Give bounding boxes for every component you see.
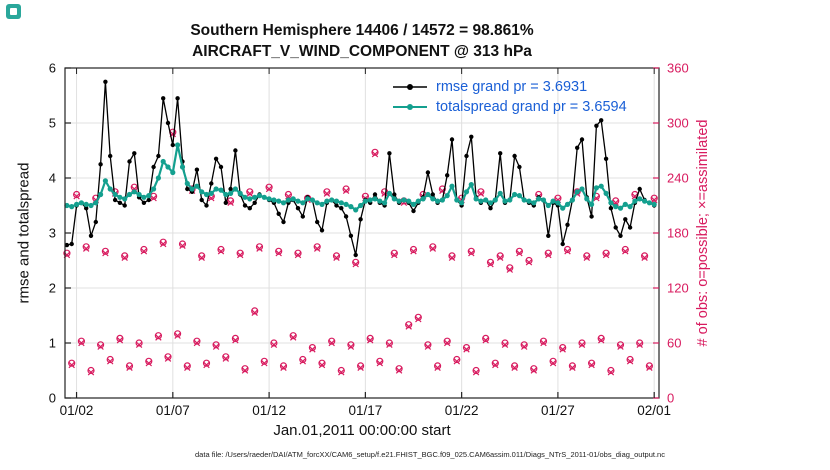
svg-text:01/27: 01/27 — [541, 403, 575, 418]
legend-label-rmse: rmse grand pr = 3.6931 — [436, 79, 588, 95]
legend-label-totalspread: totalspread grand pr = 3.6594 — [436, 99, 627, 115]
svg-text:02/01: 02/01 — [637, 403, 671, 418]
svg-text:240: 240 — [667, 171, 689, 186]
plot-title-line2: AIRCRAFT_V_WIND_COMPONENT @ 313 hPa — [192, 43, 532, 60]
obs-count-markers — [63, 128, 658, 376]
svg-text:01/07: 01/07 — [156, 403, 190, 418]
plot-title-line1: Southern Hemisphere 14406 / 14572 = 98.8… — [190, 22, 534, 39]
svg-text:180: 180 — [667, 226, 689, 241]
svg-text:01/12: 01/12 — [252, 403, 286, 418]
svg-text:0: 0 — [667, 391, 674, 406]
svg-text:2: 2 — [49, 281, 56, 296]
svg-text:360: 360 — [667, 61, 689, 76]
x-axis-label: Jan.01,2011 00:00:00 start — [273, 422, 451, 439]
svg-text:300: 300 — [667, 116, 689, 131]
svg-text:120: 120 — [667, 281, 689, 296]
data-file-caption: data file: /Users/raeder/DAI/ATM_forcXX/… — [195, 450, 665, 459]
svg-text:60: 60 — [667, 336, 681, 351]
y-axis-label-left: rmse and totalspread — [15, 162, 33, 304]
y-axis-label-right: # of obs: o=possible; ×=assimilated — [695, 119, 711, 347]
svg-text:01/17: 01/17 — [348, 403, 382, 418]
svg-text:5: 5 — [49, 116, 56, 131]
totalspread-line-sample — [393, 104, 427, 110]
totalspread-series — [64, 142, 657, 213]
rmse-line-sample — [393, 84, 427, 90]
svg-text:1: 1 — [49, 336, 56, 351]
svg-text:01/22: 01/22 — [445, 403, 479, 418]
svg-text:01/02: 01/02 — [60, 403, 94, 418]
svg-text:6: 6 — [49, 61, 56, 76]
app-icon — [6, 4, 21, 19]
svg-text:0: 0 — [49, 391, 56, 406]
legend-item-rmse: rmse grand pr = 3.6931 — [392, 79, 627, 95]
svg-text:4: 4 — [49, 171, 56, 186]
legend: rmse grand pr = 3.6931 totalspread grand… — [392, 79, 627, 119]
svg-text:3: 3 — [49, 226, 56, 241]
legend-item-totalspread: totalspread grand pr = 3.6594 — [392, 99, 627, 115]
